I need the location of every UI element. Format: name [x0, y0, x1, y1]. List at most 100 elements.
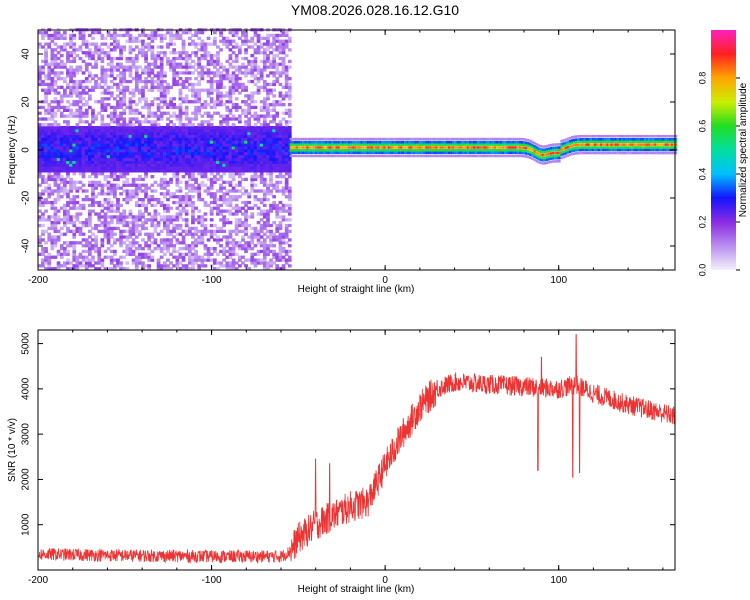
heatmap-cell: [169, 97, 173, 101]
heatmap-cell: [354, 154, 357, 158]
heatmap-cell: [188, 151, 192, 156]
heatmap-cell: [66, 82, 70, 87]
heatmap-cell: [231, 189, 236, 193]
heatmap-cell: [266, 249, 270, 254]
heatmap-cell: [106, 74, 111, 78]
heatmap-cell: [113, 77, 117, 81]
heatmap-cell: [219, 126, 223, 130]
heatmap-cell: [156, 105, 161, 110]
heatmap-cell: [59, 252, 64, 256]
heatmap-cell: [59, 105, 64, 110]
heatmap-cell: [81, 103, 86, 107]
heatmap-cell: [281, 247, 286, 251]
heatmap-cell: [63, 108, 67, 112]
heatmap-cell: [213, 151, 217, 156]
heatmap-cell: [116, 100, 120, 104]
heatmap-cell: [194, 105, 198, 110]
heatmap-cell: [141, 131, 145, 136]
heatmap-cell: [241, 62, 245, 66]
heatmap-cell: [147, 151, 152, 156]
heatmap-cell: [166, 163, 170, 167]
heatmap-cell: [259, 172, 264, 176]
heatmap-cell: [266, 160, 270, 164]
heatmap-cell: [41, 238, 45, 242]
heatmap-cell: [128, 33, 133, 38]
heatmap-cell: [113, 56, 117, 61]
heatmap-cell: [253, 65, 258, 69]
heatmap-cell: [200, 160, 205, 164]
heatmap-cell: [53, 180, 58, 184]
heatmap-cell: [262, 65, 267, 69]
heatmap-cell: [131, 261, 136, 265]
heatmap-cell: [259, 229, 264, 233]
heatmap-cell: [100, 149, 105, 153]
heatmap-cell: [150, 111, 155, 115]
heatmap-cell: [450, 143, 453, 146]
heatmap-cell: [209, 258, 214, 262]
heatmap-cell: [150, 166, 155, 170]
heatmap-cell: [244, 157, 248, 161]
heatmap-cell: [284, 91, 289, 95]
heatmap-cell: [445, 151, 449, 154]
heatmap-cell: [159, 36, 164, 40]
heatmap-cell: [209, 209, 214, 213]
heatmap-cell: [63, 186, 67, 190]
heatmap-cell: [69, 183, 73, 187]
heatmap-cell: [266, 91, 270, 95]
heatmap-cell: [44, 111, 48, 115]
heatmap-cell: [163, 134, 167, 138]
heatmap-cell: [88, 183, 92, 187]
heatmap-cell: [119, 137, 123, 141]
heatmap-cell: [172, 140, 177, 144]
heatmap-cell: [147, 79, 152, 84]
heatmap-cell: [138, 183, 142, 187]
heatmap-cell: [138, 198, 142, 202]
heatmap-cell: [287, 186, 292, 190]
heatmap-cell: [156, 82, 161, 87]
heatmap-cell: [238, 218, 242, 222]
heatmap-cell: [78, 126, 83, 130]
heatmap-cell: [209, 200, 214, 205]
heatmap-cell: [191, 91, 195, 95]
heatmap-cell: [200, 65, 205, 69]
heatmap-cell: [41, 264, 45, 268]
heatmap-cell: [238, 258, 242, 262]
heatmap-cell: [59, 244, 64, 248]
heatmap-cell: [144, 103, 148, 107]
heatmap-cell: [144, 241, 148, 245]
heatmap-cell: [228, 264, 233, 268]
heatmap-cell: [278, 131, 283, 136]
heatmap-cell: [234, 108, 239, 112]
heatmap-cell: [72, 82, 77, 87]
heatmap-cell: [119, 71, 123, 75]
heatmap-cell: [238, 189, 242, 193]
heatmap-cell: [56, 62, 61, 66]
heatmap-cell: [269, 140, 273, 144]
heatmap-cell: [362, 154, 365, 158]
heatmap-cell: [125, 143, 130, 147]
heatmap-cell: [213, 134, 217, 138]
heatmap-cell: [166, 229, 170, 233]
heatmap-cell: [410, 140, 413, 144]
heatmap-cell: [278, 172, 283, 176]
heatmap-cell: [63, 36, 67, 40]
heatmap-cell: [175, 166, 180, 170]
heatmap-cell: [231, 151, 236, 156]
heatmap-cell: [156, 157, 161, 161]
heatmap-cell: [119, 261, 123, 265]
heatmap-cell: [247, 126, 252, 130]
heatmap-cell: [216, 88, 220, 92]
heatmap-cell: [231, 261, 236, 265]
heatmap-cell: [181, 143, 186, 147]
heatmap-cell: [178, 186, 183, 190]
heatmap-cell: [50, 163, 55, 167]
heatmap-cell: [141, 255, 145, 259]
heatmap-cell: [203, 137, 208, 141]
heatmap-cell: [109, 206, 114, 210]
heatmap-cell: [231, 140, 236, 144]
heatmap-cell: [216, 45, 220, 49]
heatmap-cell: [84, 238, 89, 242]
heatmap-cell: [253, 261, 258, 265]
heatmap-cell: [69, 163, 73, 167]
heatmap-cell: [147, 267, 152, 271]
